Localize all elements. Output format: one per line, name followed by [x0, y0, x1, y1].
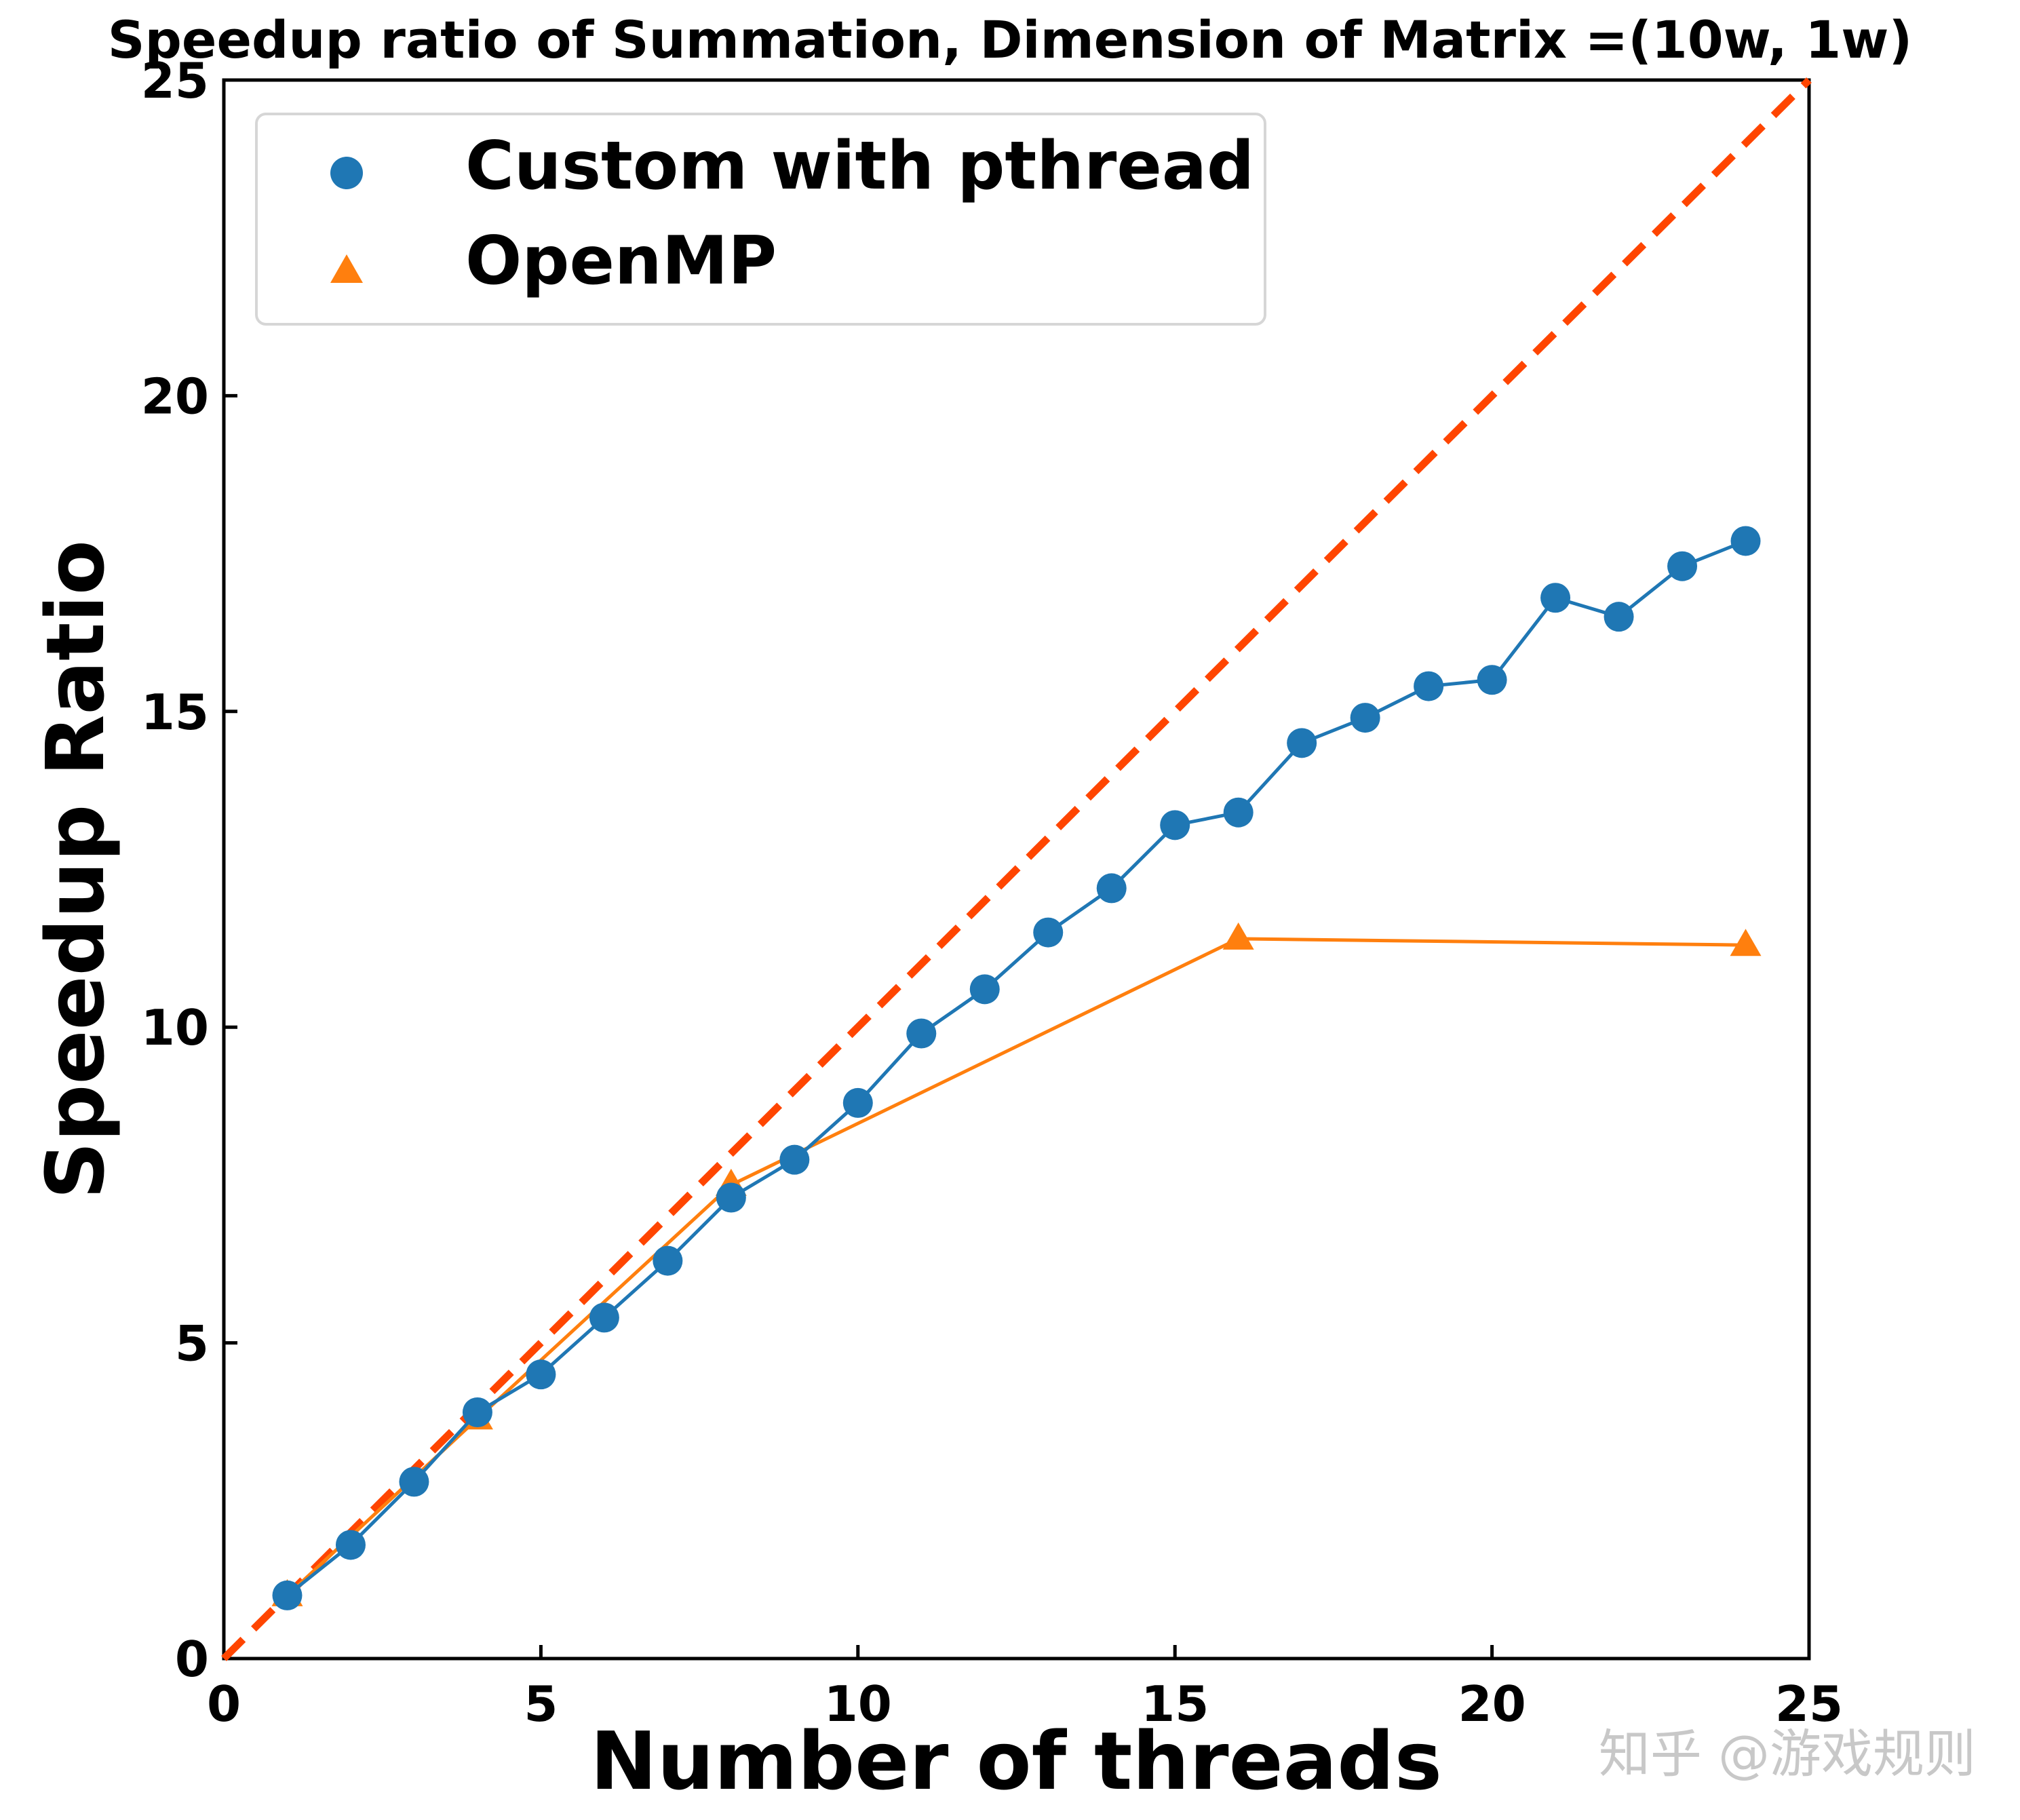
data-point — [1160, 810, 1190, 840]
data-point — [335, 1530, 366, 1560]
data-point — [1477, 665, 1507, 695]
data-point — [589, 1302, 619, 1333]
data-point — [1730, 526, 1761, 556]
y-axis-label: Speedup Ratio — [28, 540, 122, 1199]
series-line — [286, 937, 1746, 1597]
x-tick-label: 25 — [1775, 1676, 1843, 1732]
data-point — [653, 1245, 683, 1276]
data-point — [272, 1580, 303, 1610]
data-point — [906, 1018, 937, 1049]
data-point — [1222, 922, 1254, 950]
legend-label-pthread: Custom with pthread — [465, 128, 1254, 205]
data-point — [462, 1397, 492, 1427]
x-tick-label: 15 — [1141, 1676, 1209, 1732]
y-tick-label: 10 — [141, 999, 209, 1056]
series-line — [286, 539, 1747, 1597]
y-tick-label: 15 — [141, 684, 209, 741]
data-point — [779, 1144, 810, 1175]
plot-frame — [222, 78, 1811, 1661]
x-tick-label: 20 — [1458, 1676, 1526, 1732]
data-point — [1604, 602, 1634, 632]
y-tick-label: 25 — [141, 52, 209, 109]
data-point — [842, 1087, 873, 1118]
data-point — [1223, 797, 1254, 828]
x-tick-label: 10 — [824, 1676, 892, 1732]
reference-line — [221, 77, 1812, 1661]
data-point — [1033, 917, 1064, 948]
plot-area — [222, 78, 1811, 1661]
data-point — [716, 1182, 746, 1213]
watermark: 知乎 @游戏规则 — [1599, 1724, 1976, 1784]
data-point — [1350, 703, 1380, 733]
x-tick-label: 5 — [524, 1676, 558, 1732]
chart-title: Speedup ratio of Summation, Dimension of… — [108, 9, 1912, 70]
y-tick-label: 0 — [175, 1631, 209, 1688]
series-openmp — [271, 922, 1762, 1606]
x-tick-label: 0 — [207, 1676, 241, 1732]
data-point — [969, 974, 1000, 1005]
legend-circle-marker — [330, 157, 363, 189]
data-point — [1287, 728, 1317, 758]
x-axis: 0 5 10 15 20 25 — [207, 1645, 1843, 1732]
data-point — [526, 1359, 556, 1390]
y-axis: 0 5 10 15 20 25 — [141, 52, 237, 1688]
legend-box — [255, 113, 1266, 326]
legend: Custom with pthread OpenMP — [255, 113, 1266, 326]
series-pthread — [272, 526, 1761, 1610]
data-point — [399, 1467, 429, 1497]
series-layer — [271, 526, 1762, 1610]
y-tick-label: 20 — [141, 368, 209, 425]
legend-label-openmp: OpenMP — [465, 222, 777, 300]
data-point — [1667, 551, 1698, 581]
x-axis-label: Number of threads — [590, 1714, 1442, 1808]
legend-triangle-marker — [330, 254, 363, 283]
y-tick-label: 5 — [175, 1315, 209, 1372]
data-point — [1096, 873, 1127, 904]
data-point — [1540, 583, 1571, 613]
data-point — [1414, 671, 1444, 701]
data-point — [1730, 929, 1762, 956]
